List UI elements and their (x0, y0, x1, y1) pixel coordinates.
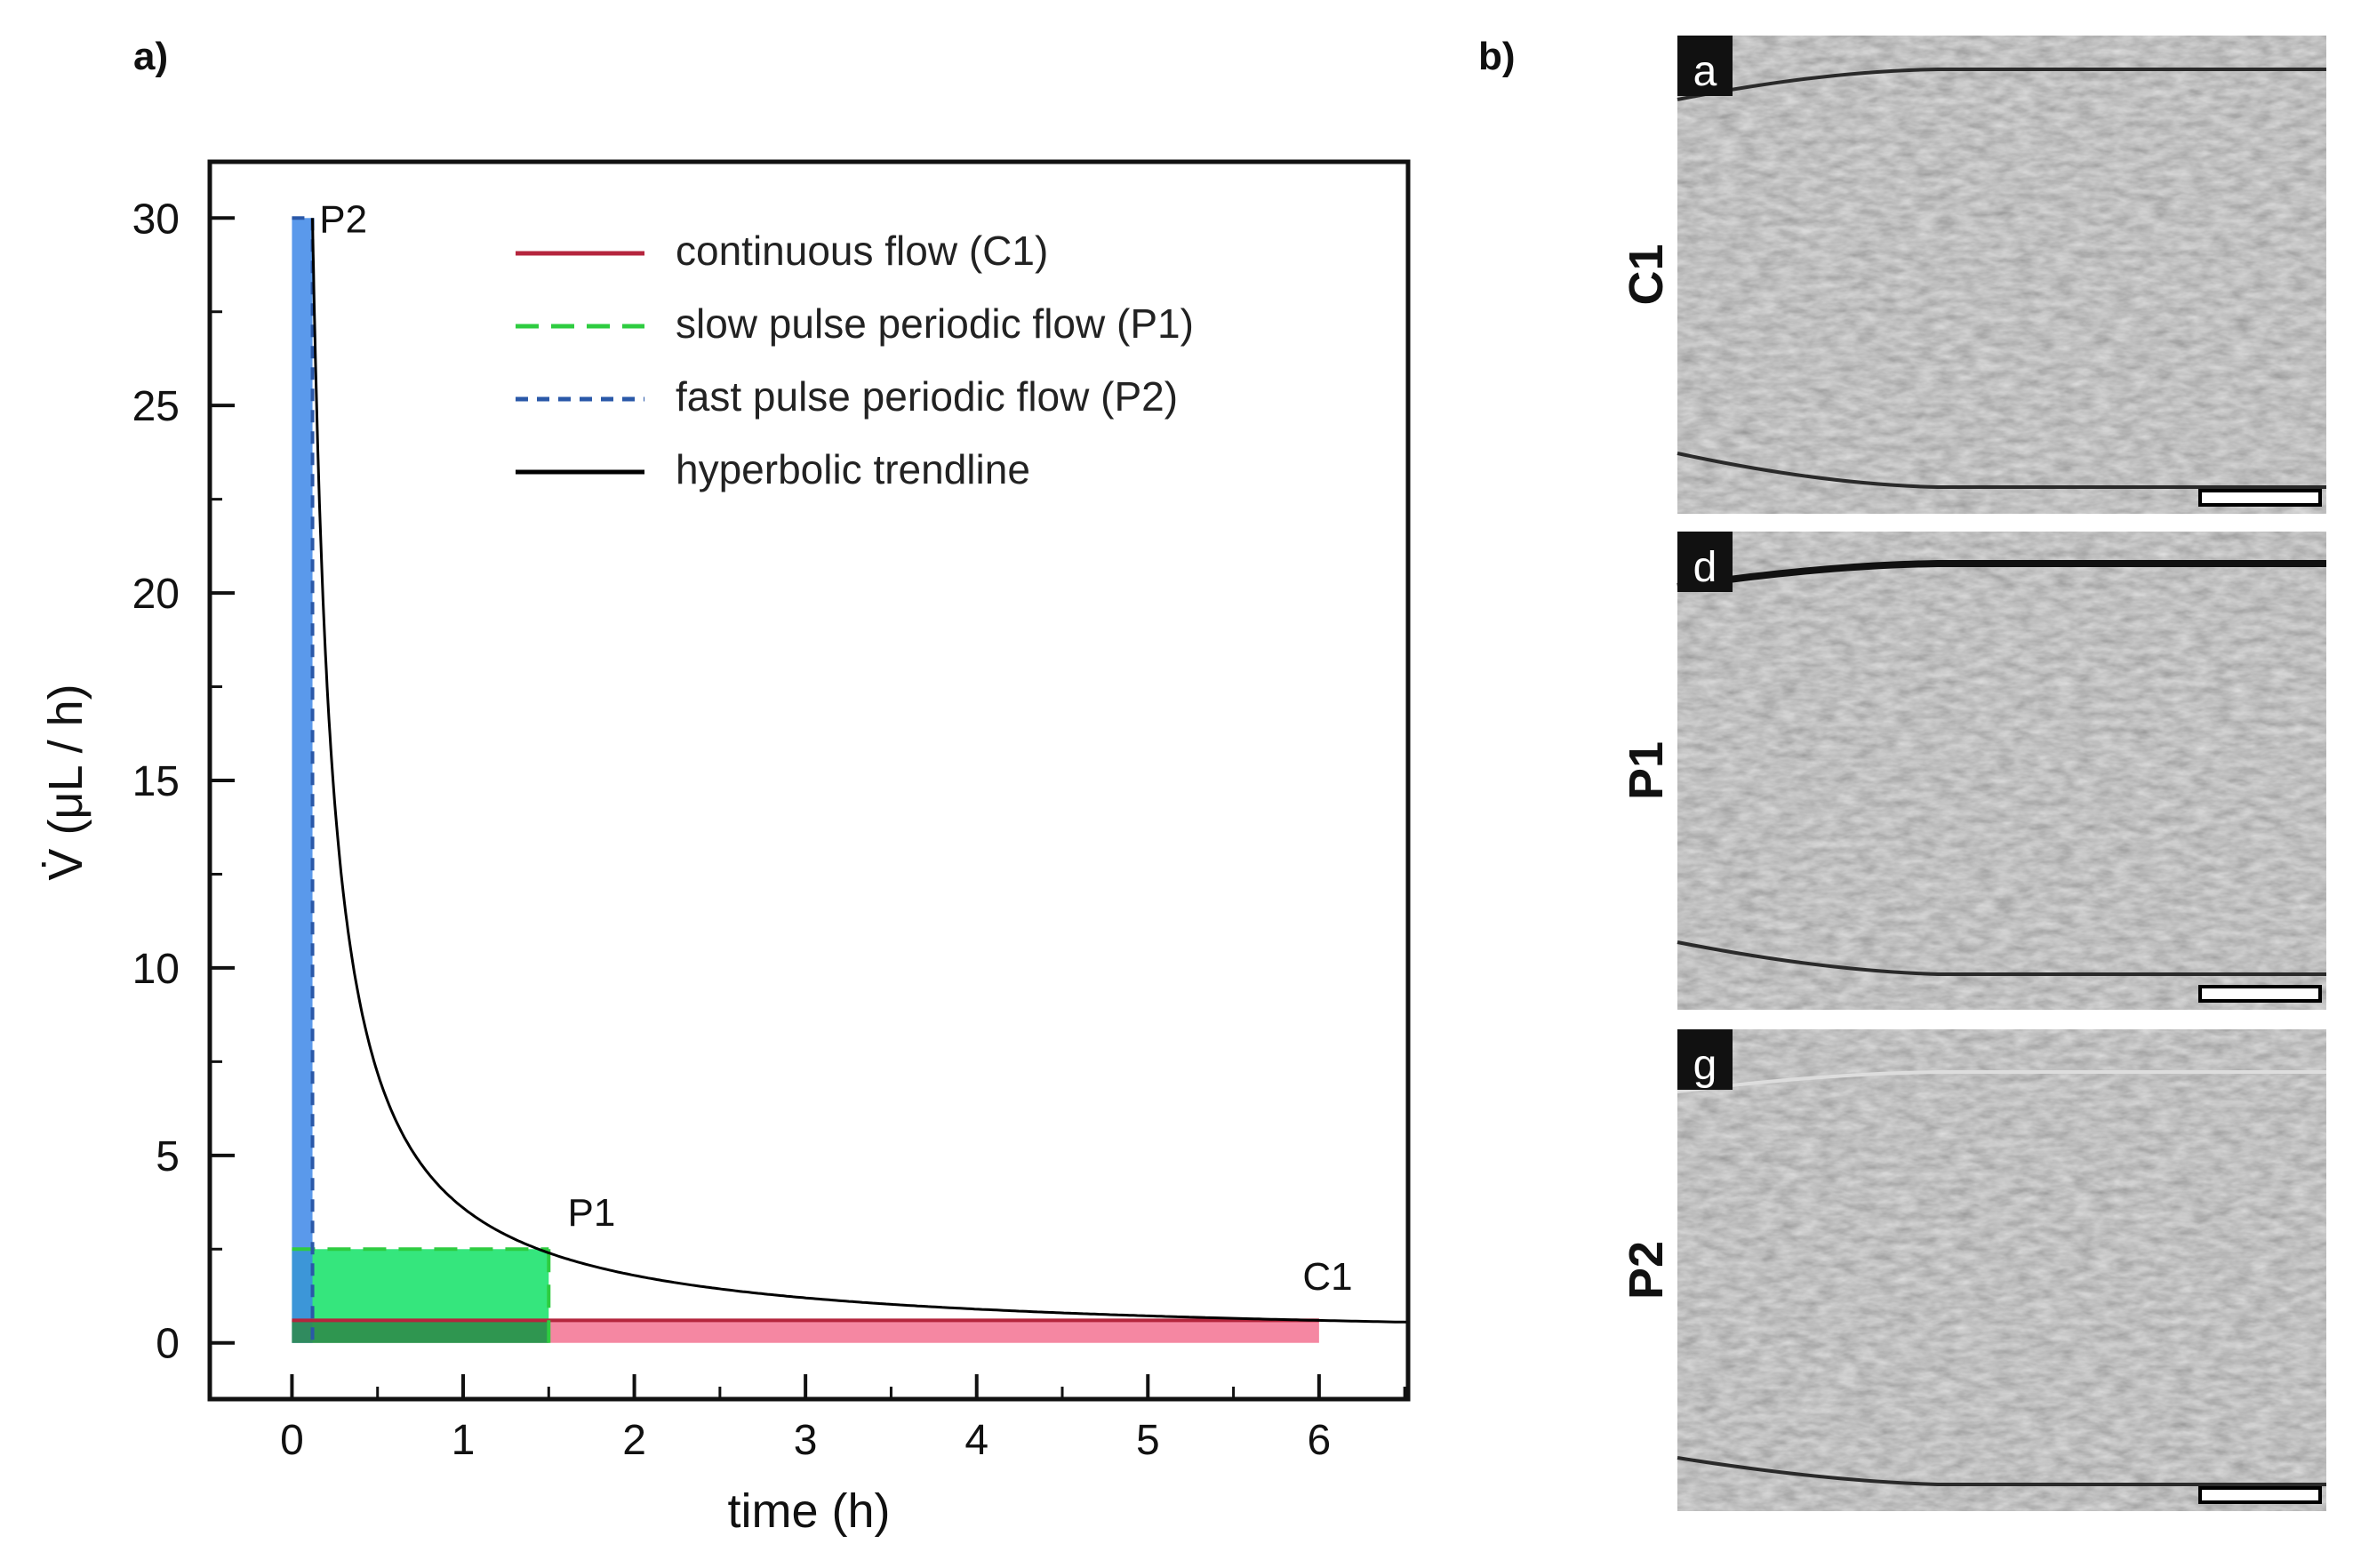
channel-wall-bottom (1677, 452, 2326, 489)
micrograph-letter: d (1693, 544, 1717, 591)
fast-pulse-periodic-flow-region (292, 218, 313, 1343)
scale-bar (2198, 489, 2322, 507)
micrograph-image (1677, 36, 2326, 514)
y-tick-label: 0 (156, 1321, 180, 1368)
x-tick-label: 2 (622, 1417, 646, 1464)
y-tick-label: 30 (132, 196, 180, 243)
micrograph-panel-p1: d P1 (1620, 532, 2326, 1010)
micrograph-image (1677, 1029, 2326, 1511)
y-tick-label: 5 (156, 1133, 180, 1180)
scale-bar (2198, 1486, 2322, 1504)
micrograph-panel-c1: a C1 (1620, 36, 2326, 514)
legend-label-fast-pulse: fast pulse periodic flow (P2) (676, 373, 1178, 420)
channel-wall-bottom (1677, 1456, 2326, 1486)
annotation-p2: P2 (319, 197, 367, 241)
legend: continuous flow (C1) slow pulse periodic… (516, 228, 1194, 492)
row-label: P2 (1620, 1241, 1673, 1300)
legend-label-continuous: continuous flow (C1) (676, 228, 1048, 274)
flow-rate-chart: 0 1 2 3 4 5 6 0 5 10 15 20 25 30 P2 P1 C1 time (h) V̇ … (39, 159, 1411, 1538)
flow-curves (292, 216, 1408, 1343)
hyperbolic-trendline (311, 218, 1408, 1324)
letter-box (1677, 532, 1733, 592)
letter-box (1677, 1029, 1733, 1090)
x-tick-label: 0 (280, 1417, 304, 1464)
micrograph-panel-p2: g P2 (1620, 1029, 2326, 1511)
micrograph-image (1677, 532, 2326, 1010)
legend-label-slow-pulse: slow pulse periodic flow (P1) (676, 300, 1194, 347)
x-axis-ticks: 0 1 2 3 4 5 6 (280, 1374, 1406, 1464)
channel-wall-bottom (1677, 940, 2326, 976)
scale-bar (2198, 985, 2322, 1003)
y-tick-label: 20 (132, 571, 180, 618)
panel-a-label: a) (133, 35, 168, 78)
overlap-region (292, 1320, 549, 1343)
flow-regions (292, 218, 1319, 1343)
y-tick-label: 10 (132, 946, 180, 993)
micrograph-letter: g (1693, 1042, 1717, 1089)
y-axis-label: V̇ (μL / h) (39, 684, 92, 880)
legend-label-trendline: hyperbolic trendline (676, 446, 1030, 492)
panel-b-label: b) (1478, 35, 1516, 78)
micrograph-letter: a (1693, 48, 1717, 95)
x-axis-label: time (h) (727, 1484, 890, 1538)
x-tick-label: 6 (1308, 1417, 1332, 1464)
y-tick-label: 15 (132, 758, 180, 805)
annotation-c1: C1 (1302, 1255, 1352, 1299)
y-axis-ticks: 0 5 10 15 20 25 30 (132, 196, 235, 1368)
row-label: C1 (1620, 244, 1673, 305)
curve-annotations: P2 P1 C1 (319, 197, 1352, 1299)
row-label: P1 (1620, 741, 1673, 800)
x-tick-label: 4 (964, 1417, 988, 1464)
letter-box (1677, 36, 1733, 96)
y-tick-label: 25 (132, 383, 180, 430)
x-tick-label: 3 (794, 1417, 818, 1464)
x-tick-label: 1 (452, 1417, 476, 1464)
x-tick-label: 5 (1136, 1417, 1160, 1464)
annotation-p1: P1 (568, 1191, 616, 1235)
plot-frame (207, 159, 1411, 1402)
